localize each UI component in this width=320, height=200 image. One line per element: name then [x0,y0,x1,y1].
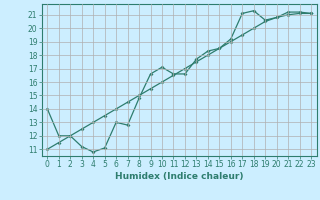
X-axis label: Humidex (Indice chaleur): Humidex (Indice chaleur) [115,172,244,181]
